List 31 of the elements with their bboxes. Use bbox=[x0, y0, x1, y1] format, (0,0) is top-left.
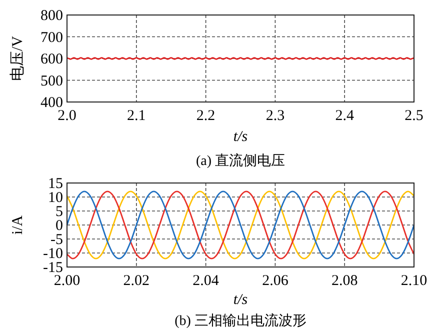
x-tick-label: 2.2 bbox=[196, 108, 216, 124]
y-tick-label: 700 bbox=[40, 30, 63, 46]
x-tick-label: 2.04 bbox=[192, 273, 220, 289]
x-tick-label: 2.00 bbox=[54, 273, 80, 289]
y-tick-label: 0 bbox=[56, 218, 63, 234]
y-tick-label: 5 bbox=[56, 204, 63, 220]
text: (b) 三相输出电流波形 bbox=[174, 313, 306, 329]
y-axis-title: i/A bbox=[10, 215, 26, 235]
x-tick-label: 2.06 bbox=[262, 273, 289, 289]
y-axis-title: 电压/V bbox=[9, 36, 26, 81]
y-tick-label: -10 bbox=[43, 246, 63, 262]
y-tick-label: 800 bbox=[40, 8, 63, 24]
x-tick-label: 2.4 bbox=[335, 108, 354, 124]
x-tick-label: 2.1 bbox=[127, 108, 146, 124]
x-axis-title: t/s bbox=[233, 292, 248, 308]
y-tick-label: 500 bbox=[40, 73, 63, 90]
x-tick-label: 2.02 bbox=[123, 273, 150, 289]
y-tick-label: -15 bbox=[43, 260, 63, 276]
y-tick-label: 400 bbox=[40, 95, 63, 111]
y-tick-label: -5 bbox=[50, 232, 63, 248]
y-tick-label: 15 bbox=[48, 176, 63, 192]
x-tick-label: 2.0 bbox=[58, 108, 76, 124]
x-tick-label: 2.5 bbox=[404, 108, 424, 124]
x-tick-label: 2.3 bbox=[266, 108, 285, 124]
x-tick-label: 2.10 bbox=[400, 273, 428, 289]
line-series bbox=[66, 190, 415, 260]
x-tick-label: 2.08 bbox=[331, 273, 358, 289]
y-tick-label: 10 bbox=[48, 190, 63, 206]
text: (a) 直流侧电压 bbox=[196, 153, 286, 169]
x-axis-title: t/s bbox=[233, 129, 248, 145]
y-tick-label: 600 bbox=[40, 52, 63, 68]
